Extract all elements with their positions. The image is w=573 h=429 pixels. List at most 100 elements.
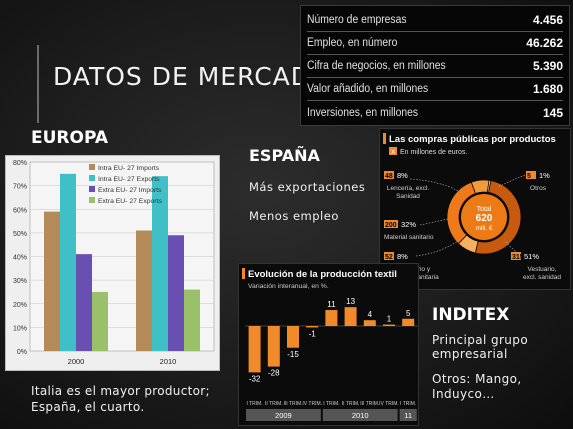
y-tick-label: 30% bbox=[13, 278, 27, 285]
europa-heading: EUROPA bbox=[31, 128, 109, 148]
bar-intra-eu-27-imports bbox=[136, 230, 152, 351]
bar-value-label: -32 bbox=[249, 374, 261, 383]
year-group-label: 2010 bbox=[352, 411, 369, 420]
leader-line bbox=[497, 174, 526, 188]
x-tick-label: I TRIM. bbox=[246, 401, 262, 407]
stat-label: Valor añadido, en millones bbox=[307, 83, 429, 95]
stats-table: Número de empresas 4.456 Empleo, en número… bbox=[300, 5, 570, 126]
x-tick-label: I TRIM. bbox=[400, 401, 416, 407]
bar-q9 bbox=[402, 318, 415, 326]
stat-row: Valor añadido, en millones 1.680 bbox=[307, 78, 563, 101]
total-value: 620 bbox=[476, 213, 493, 224]
leader-line bbox=[409, 178, 459, 192]
inditex-line1: Principal grupo bbox=[432, 333, 529, 347]
y-tick-label: 60% bbox=[13, 207, 27, 214]
bar-q3 bbox=[287, 326, 299, 348]
title-accent-line bbox=[37, 45, 39, 123]
bar-value-label: 4 bbox=[368, 310, 373, 319]
stat-label: Inversiones, en millones bbox=[307, 106, 419, 119]
textil-subtitle: Variación interanual, en %. bbox=[248, 283, 329, 290]
segment-amount-badge bbox=[526, 171, 536, 179]
segment-amount: 200 bbox=[385, 222, 397, 229]
leader-line bbox=[419, 218, 449, 226]
segment-pct: 1% bbox=[539, 171, 550, 180]
textil-title: Evolución de la producción textil bbox=[248, 269, 397, 280]
bar-intra-eu-27-imports bbox=[44, 211, 60, 351]
compras-publicas-panel: Las compras públicas por productos X En mi… bbox=[379, 128, 571, 290]
year-group-label: 11 bbox=[404, 411, 412, 420]
x-tick-label: IV TRIM. bbox=[379, 401, 399, 407]
stat-row: Número de empresas 4.456 bbox=[307, 9, 563, 32]
bar-extra-eu-27-exports bbox=[184, 289, 200, 351]
legend-label: Extra EU- 27 Imports bbox=[98, 187, 162, 194]
segment-amount-badge bbox=[384, 220, 398, 228]
x-tick-label: II TRIM. bbox=[342, 401, 360, 407]
segment-amount-badge bbox=[384, 171, 394, 179]
y-tick-label: 10% bbox=[13, 325, 27, 332]
bar-q6 bbox=[344, 307, 357, 326]
bar-value-label: 13 bbox=[346, 297, 355, 306]
bar-value-label: -15 bbox=[287, 350, 299, 359]
inditex-heading: INDITEX bbox=[432, 305, 510, 325]
legend-swatch bbox=[89, 164, 95, 170]
europa-caption-line2: España, el cuarto. bbox=[31, 400, 145, 414]
year-group-band bbox=[322, 409, 398, 421]
year-group-band bbox=[399, 409, 417, 421]
donut-slice bbox=[446, 181, 476, 245]
segment-amount: 48 bbox=[385, 173, 393, 180]
legend-swatch bbox=[89, 175, 95, 181]
stat-label: Número de empresas bbox=[307, 14, 407, 26]
segment-amount-badge bbox=[511, 252, 521, 260]
segment-amount: 52 bbox=[385, 254, 393, 261]
stat-value: 145 bbox=[542, 105, 563, 120]
segment-pct: 8% bbox=[397, 171, 408, 180]
year-group-label: 2009 bbox=[275, 411, 292, 420]
segment-name: Otros bbox=[530, 185, 547, 192]
europa-caption: Italia es el mayor productor; España, el… bbox=[31, 383, 210, 415]
x-tick-label: II TRIM. bbox=[265, 401, 283, 407]
subtitle-badge bbox=[389, 147, 397, 155]
inditex-line3: Otros: Mango, bbox=[432, 372, 522, 386]
bar-value-label: -1 bbox=[309, 329, 317, 338]
y-tick-label: 80% bbox=[13, 160, 27, 167]
segment-pct: 32% bbox=[401, 220, 416, 229]
leader-line bbox=[415, 240, 459, 257]
bar-q7 bbox=[363, 320, 376, 326]
europe-trade-chart: 0% 10% 20% 30% 40% 50% 60% 70% 80% 2000 2010 Intra … bbox=[5, 155, 220, 371]
x-tick-label: 2000 bbox=[68, 357, 85, 366]
europa-caption-line1: Italia es el mayor productor; bbox=[31, 384, 210, 398]
inditex-line4: Induyco… bbox=[432, 387, 495, 401]
year-group-band bbox=[246, 409, 321, 421]
y-tick-label: 40% bbox=[13, 255, 27, 262]
bar-value-label: 11 bbox=[327, 300, 336, 309]
segment-name: Vestuario, excl. sanidad bbox=[523, 266, 561, 281]
bar-extra-eu-27-imports bbox=[168, 235, 184, 351]
x-tick-label: IV TRIM. bbox=[302, 401, 322, 407]
legend-label: Extra EU- 27 Exports bbox=[98, 198, 162, 205]
x-tick-label: III TRIM. bbox=[360, 401, 379, 407]
x-tick-label: 2010 bbox=[160, 357, 177, 366]
bar-q5 bbox=[325, 310, 338, 326]
total-label: Total bbox=[477, 206, 492, 213]
segment-name: Material sanitario bbox=[384, 234, 434, 241]
legend-label: Intra EU- 27 Exports bbox=[98, 176, 160, 183]
x-tick-label: III TRIM. bbox=[283, 401, 302, 407]
legend-label: Intra EU- 27 Imports bbox=[98, 165, 160, 172]
bar-q1 bbox=[248, 326, 261, 373]
total-unit: mill. € bbox=[476, 225, 493, 232]
stat-row: Inversiones, en millones 145 bbox=[307, 101, 563, 124]
bar-q8 bbox=[383, 324, 395, 326]
bar-value-label: 5 bbox=[406, 309, 411, 318]
stat-label: Cifra de negocios, en millones bbox=[307, 60, 446, 72]
produccion-textil-panel: Evolución de la producción textil Variaci… bbox=[238, 263, 419, 426]
segment-pct: 8% bbox=[397, 252, 408, 261]
subtitle-badge-text: X bbox=[391, 149, 396, 156]
title-marker bbox=[242, 268, 245, 279]
y-tick-label: 20% bbox=[13, 302, 27, 309]
stat-value: 5.390 bbox=[532, 59, 563, 73]
stat-row: Empleo, en número 46.262 bbox=[307, 32, 563, 55]
compras-donut-chart: Las compras públicas por productos X En mi… bbox=[383, 133, 561, 281]
donut-center bbox=[461, 194, 507, 240]
bar-extra-eu-27-exports bbox=[92, 291, 108, 351]
espana-item-empleo: Menos empleo bbox=[249, 209, 339, 223]
